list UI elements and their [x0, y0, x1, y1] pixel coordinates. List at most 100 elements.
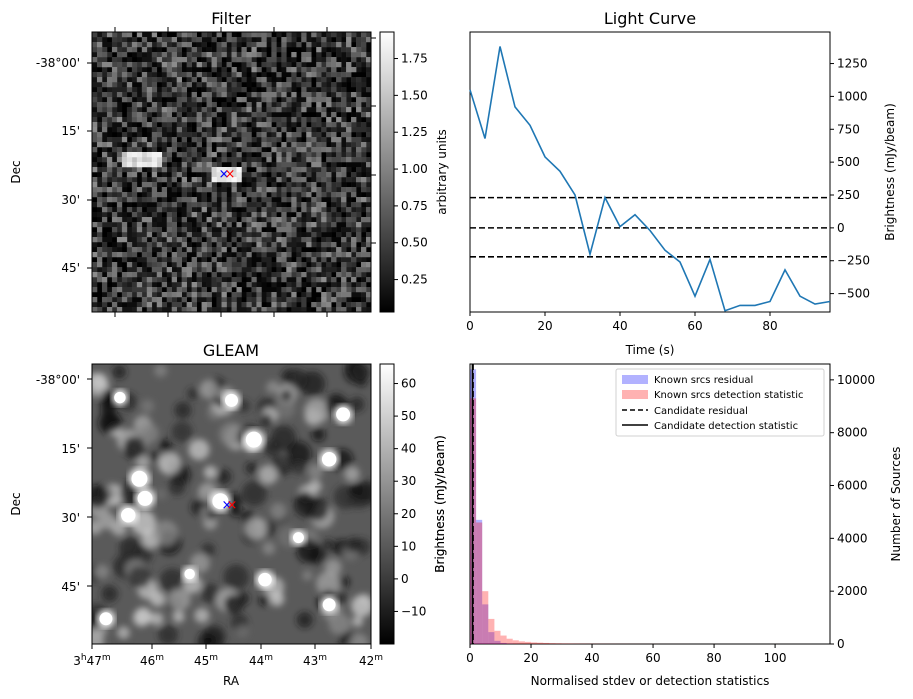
gleam-noise-blob — [152, 520, 179, 546]
histogram-bar-series-1 — [543, 642, 550, 644]
histogram-bar-series-1 — [561, 643, 568, 644]
gleam-xtick-label: 44m — [249, 653, 273, 668]
filter-colorbar-tick-label: 0.75 — [401, 199, 428, 213]
histogram-bar-series-1 — [512, 640, 519, 644]
gleam-noise-blob — [258, 465, 278, 485]
gleam-noise-blob — [159, 568, 185, 594]
lightcurve-ytick-label: −250 — [837, 254, 870, 268]
gleam-noise-blob — [299, 371, 326, 397]
gleam-noise-blob — [171, 421, 193, 443]
gleam-source-core-s6 — [321, 451, 337, 467]
lightcurve-ytick-label: 1250 — [837, 57, 868, 71]
filter-pixels — [92, 32, 372, 308]
gleam-noise-blob — [296, 611, 313, 629]
gleam-ytick-label-1: 15' — [61, 442, 80, 456]
filter-colorbar-tick-label: 1.50 — [401, 88, 428, 102]
lightcurve-lines — [469, 46, 831, 312]
gleam-source-core-s5 — [245, 431, 262, 448]
histogram-xtick-label: 100 — [764, 651, 787, 665]
gleam-noise-blob — [172, 610, 185, 623]
gleam-noise-blob — [201, 543, 216, 557]
legend-label-residual: Known srcs residual — [654, 375, 753, 386]
gleam-source-core-s7 — [336, 407, 351, 422]
lightcurve-xtick-label: 20 — [537, 319, 552, 333]
filter-panel: Filter Dec -38°00' 15' 30' 45' ×× 0.250.… — [9, 9, 449, 317]
gleam-noise-blob — [352, 364, 370, 382]
gleam-noise-blob — [324, 559, 342, 576]
gleam-noise-blob — [118, 536, 142, 560]
gleam-noise-blob — [285, 441, 312, 467]
gleam-xtick-label: 43m — [303, 653, 327, 668]
filter-colorbar — [379, 31, 395, 313]
gleam-colorbar-tick-label: 20 — [401, 507, 416, 521]
filter-pixels — [92, 32, 372, 308]
histogram-panel: 0 20 40 60 80 100 0 2000 4000 6000 8000 10000 Norma… — [433, 363, 903, 688]
gleam-noise-blob — [245, 517, 268, 540]
histogram-bar-series-1 — [531, 642, 538, 644]
filter-pixels — [96, 32, 372, 313]
legend-swatch-detection — [622, 390, 648, 399]
gleam-noise-blob — [134, 607, 153, 626]
gleam-noise-blob — [351, 594, 371, 617]
gleam-source-core-s13 — [292, 532, 304, 544]
gleam-noise-blob — [352, 616, 364, 627]
gleam-xtick-label: 3h47m — [73, 653, 110, 668]
gleam-colorbar-tick-label: 0 — [401, 572, 409, 586]
filter-colorbar-label: arbitrary units — [435, 129, 449, 215]
gleam-ytick-label-0: -38°00' — [36, 373, 80, 387]
gleam-noise-blob — [92, 630, 104, 644]
gleam-noise-blob — [344, 466, 360, 482]
gleam-colorbar-tick-label: 60 — [401, 377, 416, 391]
gleam-noise-blob — [328, 612, 351, 635]
filter-pixels — [126, 152, 242, 183]
gleam-noise-blob — [92, 372, 108, 391]
gleam-title: GLEAM — [203, 341, 259, 360]
gleam-noise-blob — [293, 492, 319, 518]
lightcurve-xtick-label: 60 — [687, 319, 702, 333]
histogram-bar-series-0 — [488, 632, 495, 644]
gleam-noise-blob — [349, 396, 365, 412]
gleam-noise-blob — [307, 463, 324, 479]
gleam-noise-blob — [149, 451, 161, 463]
gleam-noise-blob — [203, 465, 217, 479]
histogram-bar-series-1 — [506, 638, 513, 644]
gleam-colorbar-label: Brightness (mJy/beam) — [433, 435, 447, 573]
histogram-ylabel-left: Brightness (mJy/beam) — [433, 435, 447, 573]
gleam-noise-blob — [92, 484, 110, 509]
histogram-bar-series-1 — [476, 522, 483, 644]
gleam-noise-blob — [188, 439, 210, 461]
histogram-bar-series-1 — [555, 643, 562, 644]
gleam-noise-blob — [296, 539, 321, 564]
histogram-ytick-label: 4000 — [837, 531, 868, 545]
gleam-noise-blob — [157, 624, 179, 644]
gleam-colorbar-tick-label: 40 — [401, 442, 416, 456]
gleam-noise-blob — [101, 585, 118, 603]
gleam-noise-blob — [311, 427, 326, 442]
filter-pixels — [92, 32, 372, 308]
filter-colorbar-tick-label: 1.25 — [401, 125, 428, 139]
gleam-colorbar-tick-label: 30 — [401, 474, 416, 488]
histogram-xlabel: Normalised stdev or detection statistics — [531, 674, 770, 688]
gleam-source-core-s12 — [114, 391, 126, 404]
gleam-markers: ×× — [222, 498, 238, 513]
gleam-noise-blob — [348, 633, 369, 644]
histogram-bars — [470, 364, 812, 644]
lightcurve-ytick-label: 500 — [837, 155, 860, 169]
gleam-colorbar-ticks: −10 0 10 20 30 40 50 60 — [394, 377, 426, 618]
histogram-bar-series-1 — [494, 630, 501, 644]
gleam-noise-blob — [140, 399, 155, 413]
lightcurve-series-line — [469, 46, 831, 312]
histogram-legend: Known srcs residual Known srcs detection… — [615, 368, 825, 437]
gleam-xlabel: RA — [223, 674, 240, 688]
gleam-noise-blob — [186, 387, 199, 400]
gleam-background — [92, 364, 371, 644]
gleam-axis-ticks — [87, 378, 372, 649]
filter-pixels — [92, 32, 372, 313]
gleam-source-core-s10 — [322, 598, 336, 612]
filter-colorbar-ticks: 0.25 0.50 0.75 1.00 1.25 1.50 1.75 — [394, 52, 428, 287]
filter-ylabel: Dec — [9, 160, 23, 183]
gleam-noise-blob — [159, 438, 171, 450]
gleam-noise-blob — [138, 423, 159, 444]
filter-pixels — [92, 32, 372, 308]
filter-image — [92, 32, 372, 313]
